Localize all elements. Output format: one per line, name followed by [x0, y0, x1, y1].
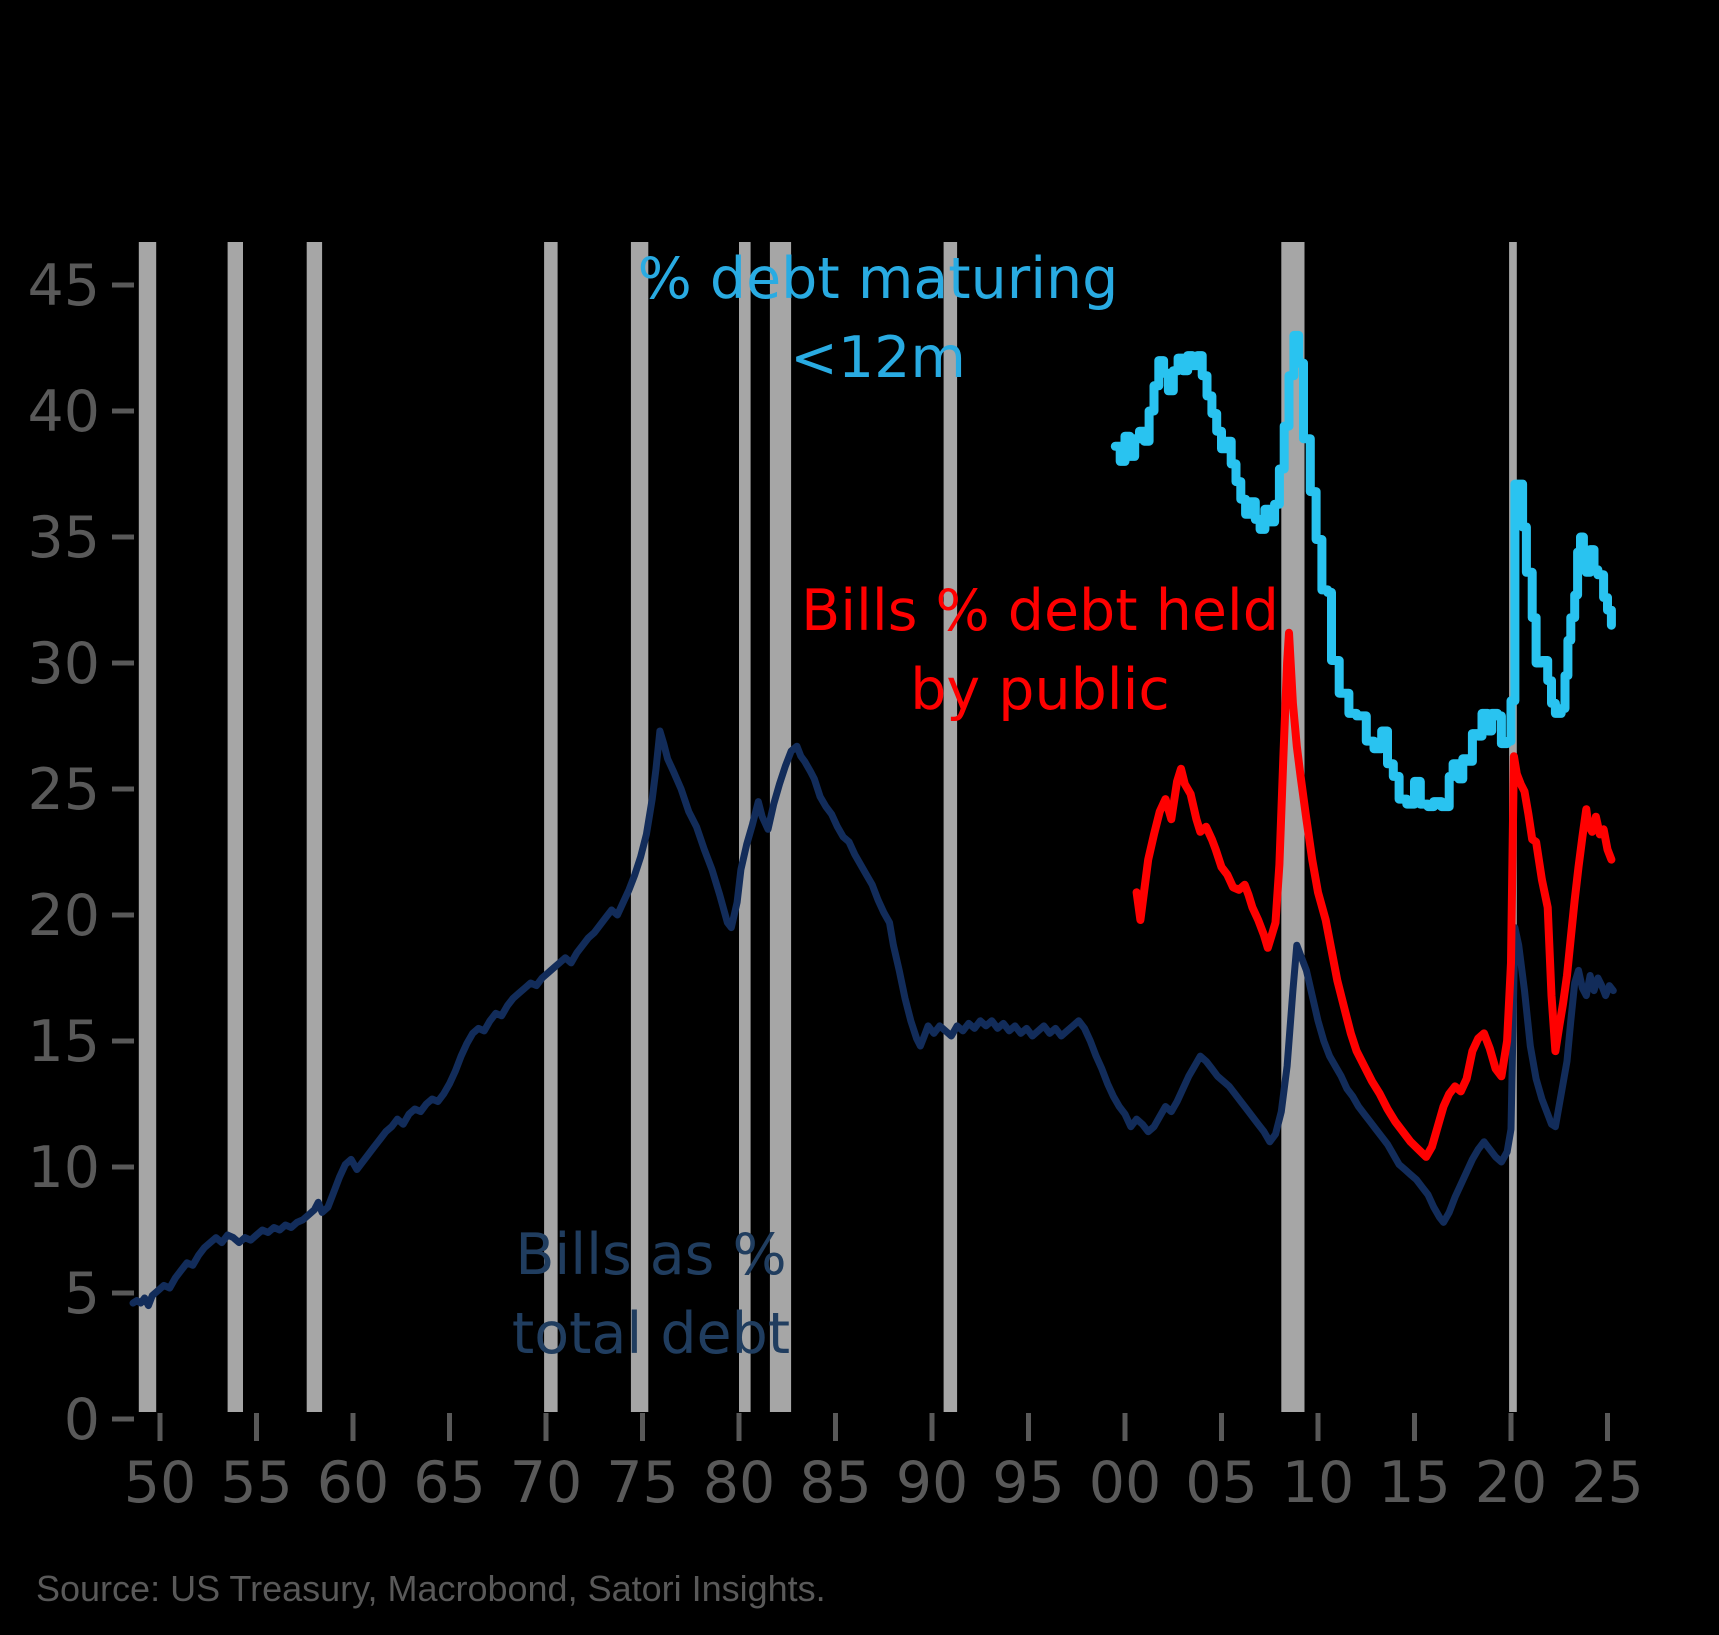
- legend-bills-total-line2: total debt: [511, 1300, 791, 1367]
- y-tick-label: 20: [27, 883, 100, 949]
- x-tick-label: 25: [1571, 1450, 1644, 1516]
- legend-bills-held-line2: by public: [910, 656, 1170, 723]
- x-tick-label: 10: [1282, 1450, 1355, 1516]
- y-tick-label: 30: [27, 631, 100, 697]
- y-tick-label: 15: [27, 1009, 100, 1075]
- legend-bills-total-line1: Bills as %: [515, 1222, 787, 1288]
- recession-band: [227, 242, 243, 1412]
- x-tick-label: 50: [124, 1450, 197, 1516]
- x-tick-label: 05: [1185, 1450, 1258, 1516]
- recession-band: [943, 242, 958, 1412]
- x-tick-label: 65: [413, 1450, 486, 1516]
- legend-debt-maturing: % debt maturing <12m: [638, 240, 1119, 397]
- x-tick-label: 55: [220, 1450, 293, 1516]
- x-tick-label: 75: [606, 1450, 679, 1516]
- legend-bills-held-by-public: Bills % debt held by public: [801, 572, 1279, 729]
- y-tick-label: 45: [27, 253, 100, 319]
- y-tick-label: 25: [27, 757, 100, 823]
- legend-bills-total-debt: Bills as % total debt: [512, 1216, 790, 1373]
- recession-band: [306, 242, 323, 1412]
- recession-band: [739, 242, 751, 1412]
- recession-bands: [138, 242, 1517, 1412]
- recession-band: [630, 242, 649, 1412]
- recession-band: [1281, 242, 1305, 1412]
- recession-band: [544, 242, 558, 1412]
- y-axis: 45 40 35 30 25 20 15 10 5 0: [27, 253, 134, 1453]
- x-tick-label: 15: [1378, 1450, 1451, 1516]
- recession-band: [138, 242, 157, 1412]
- x-tick-label: 90: [896, 1450, 969, 1516]
- y-tick-label: 5: [64, 1261, 100, 1327]
- series--debt-maturing-12m: [1110, 330, 1616, 812]
- legend-debt-maturing-line2: <12m: [790, 324, 966, 391]
- series-bills-debt-held-by-public: [1132, 628, 1616, 1161]
- x-tick-label: 60: [317, 1450, 390, 1516]
- x-tick-label: 00: [1089, 1450, 1162, 1516]
- x-tick-label: 70: [510, 1450, 583, 1516]
- recession-band: [769, 242, 792, 1412]
- y-tick-label: 0: [64, 1387, 100, 1453]
- x-tick-label: 85: [799, 1450, 872, 1516]
- legend-bills-held-line1: Bills % debt held: [801, 578, 1279, 644]
- y-tick-label: 40: [27, 379, 100, 445]
- x-tick-label: 80: [703, 1450, 776, 1516]
- source-note: Source: US Treasury, Macrobond, Satori I…: [36, 1568, 826, 1609]
- x-axis: 50 55 60 65 70 75 80 85 90 95 00 05 10 15 20 25: [124, 1413, 1644, 1516]
- y-tick-label: 35: [27, 505, 100, 571]
- y-tick-label: 10: [27, 1135, 100, 1201]
- series-bills-as-total-debt: [129, 727, 1617, 1310]
- x-tick-label: 20: [1475, 1450, 1548, 1516]
- x-tick-label: 95: [992, 1450, 1065, 1516]
- legend-debt-maturing-line1: % debt maturing: [637, 246, 1119, 312]
